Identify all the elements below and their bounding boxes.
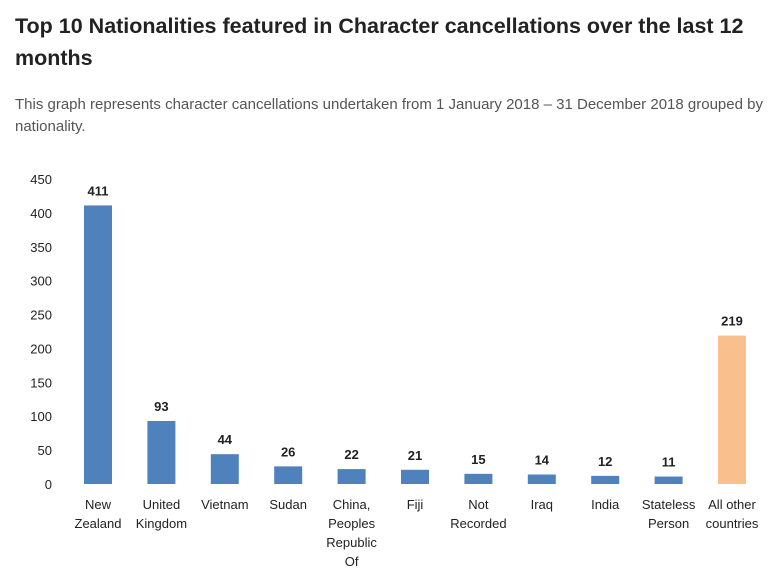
- y-tick-label: 0: [45, 477, 52, 492]
- x-category-label: countries: [706, 516, 759, 531]
- data-label: 44: [218, 432, 233, 447]
- data-label: 15: [471, 452, 485, 467]
- x-category-label: Iraq: [531, 497, 553, 512]
- y-tick-label: 300: [30, 274, 52, 289]
- data-label: 411: [88, 183, 109, 198]
- x-category-label: Sudan: [269, 497, 307, 512]
- bar: [401, 469, 429, 484]
- page-subtitle: This graph represents character cancella…: [15, 96, 763, 135]
- bar: [84, 205, 112, 484]
- x-category-label: Recorded: [450, 516, 506, 531]
- y-tick-label: 200: [30, 341, 52, 356]
- x-category-label: Person: [648, 516, 689, 531]
- x-category-label: Vietnam: [201, 497, 248, 512]
- x-category-label: India: [591, 497, 620, 512]
- bar: [591, 475, 620, 484]
- y-tick-label: 50: [38, 443, 52, 458]
- x-category-label: Republic: [326, 535, 377, 550]
- x-category-label: Stateless: [642, 497, 696, 512]
- bar: [654, 476, 683, 484]
- y-tick-label: 150: [30, 375, 52, 390]
- x-category-label: Zealand: [75, 516, 122, 531]
- x-category-label: United: [143, 497, 181, 512]
- data-label: 21: [408, 448, 422, 463]
- x-category-label: Not: [468, 497, 489, 512]
- data-label: 22: [344, 447, 358, 462]
- data-label: 93: [154, 399, 168, 414]
- bar: [464, 473, 493, 484]
- x-category-label: Peoples: [328, 516, 375, 531]
- x-category-label: China,: [333, 497, 371, 512]
- x-category-label: New: [85, 497, 112, 512]
- bar: [210, 454, 239, 484]
- y-tick-label: 250: [30, 308, 52, 323]
- data-label: 12: [598, 454, 612, 469]
- bar: [147, 420, 176, 484]
- bar: [527, 474, 556, 484]
- data-label: 11: [662, 455, 676, 470]
- data-label: 219: [721, 314, 743, 329]
- page-title: Top 10 Nationalities featured in Charact…: [15, 14, 744, 70]
- bar: [718, 335, 746, 484]
- data-label: 14: [535, 453, 550, 468]
- y-tick-label: 450: [30, 172, 52, 187]
- x-category-label: Kingdom: [136, 516, 187, 531]
- x-category-label: Fiji: [407, 497, 424, 512]
- bar: [274, 466, 303, 484]
- x-category-label: Of: [345, 554, 359, 569]
- y-tick-label: 350: [30, 240, 52, 255]
- y-tick-label: 100: [30, 409, 52, 424]
- y-tick-label: 400: [30, 206, 52, 221]
- x-category-label: All other: [708, 497, 756, 512]
- data-label: 26: [281, 444, 295, 459]
- bar: [337, 469, 366, 484]
